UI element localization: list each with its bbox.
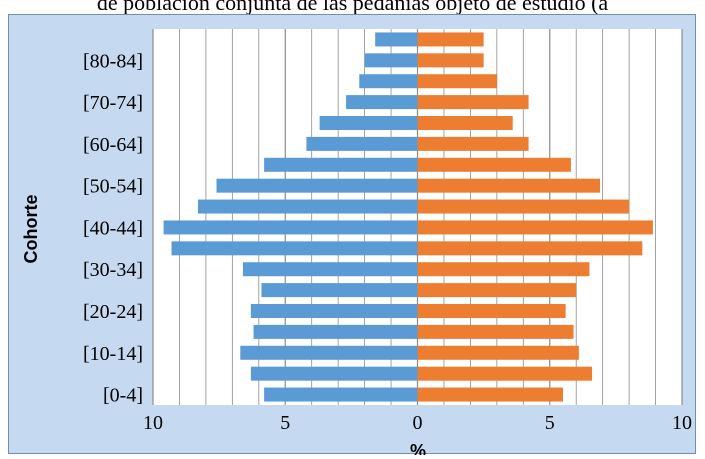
bar-left — [264, 157, 418, 172]
bar-left — [264, 387, 418, 402]
bar-left — [306, 136, 418, 151]
bar-right — [417, 324, 574, 339]
bar-left — [171, 241, 418, 256]
bar-right — [417, 116, 513, 130]
x-tick-label: 10 — [143, 412, 163, 434]
bar-right — [417, 157, 571, 172]
bar-right — [417, 53, 484, 68]
bar-right — [417, 262, 590, 277]
x-axis-title: % — [410, 441, 426, 455]
bar-right — [417, 366, 593, 381]
bar-left — [250, 304, 418, 318]
bar-right — [417, 32, 484, 47]
bar-left — [216, 178, 418, 193]
bar-right — [417, 304, 566, 318]
y-axis-title: Cohorte — [21, 195, 41, 264]
y-tick-label: [0-4] — [103, 385, 143, 407]
bar-left — [346, 95, 418, 110]
bar-left — [250, 366, 418, 381]
y-tick-label: [20-24] — [83, 301, 143, 323]
bar-left — [261, 283, 418, 298]
y-tick-label: [30-34] — [83, 259, 143, 281]
bar-right — [417, 199, 630, 214]
bar-right — [417, 74, 497, 89]
bar-left — [163, 220, 418, 235]
y-tick-label: [80-84] — [83, 50, 143, 72]
figure-caption: de población conjunta de las pedanías ob… — [96, 0, 609, 14]
bar-left — [375, 32, 418, 47]
bar-right — [417, 220, 653, 235]
x-tick-labels: 10 5 0 5 10 — [143, 412, 692, 434]
y-tick-label: [70-74] — [83, 92, 143, 114]
chart-frame: [0-4] [10-14] [20-24] [30-34] [40-44] [50-54]… — [8, 14, 696, 455]
bar-right — [417, 241, 643, 256]
population-pyramid-chart: [0-4] [10-14] [20-24] [30-34] [40-44] [50-54]… — [21, 29, 692, 455]
bar-right — [417, 178, 601, 193]
y-tick-label: [10-14] — [83, 343, 143, 365]
bar-left — [197, 199, 418, 214]
bar-right — [417, 283, 577, 298]
bars-layer — [163, 32, 653, 402]
bar-right — [417, 345, 579, 360]
x-tick-label: 5 — [545, 412, 555, 434]
bar-left — [359, 74, 418, 89]
y-tick-label: [50-54] — [83, 176, 143, 198]
y-tick-label: [60-64] — [83, 134, 143, 156]
bar-left — [242, 262, 418, 277]
bar-left — [240, 345, 418, 360]
bar-right — [417, 95, 529, 110]
bar-right — [417, 136, 529, 151]
x-tick-label: 0 — [413, 412, 423, 434]
y-tick-label: [40-44] — [83, 217, 143, 239]
grid-layer — [152, 29, 683, 405]
x-tick-label: 5 — [280, 412, 290, 434]
bar-left — [253, 324, 418, 339]
bar-left — [319, 116, 418, 130]
x-tick-label: 10 — [672, 412, 692, 434]
y-tick-labels: [0-4] [10-14] [20-24] [30-34] [40-44] [50-54]… — [83, 50, 143, 406]
bar-left — [364, 53, 418, 68]
bar-right — [417, 387, 563, 402]
